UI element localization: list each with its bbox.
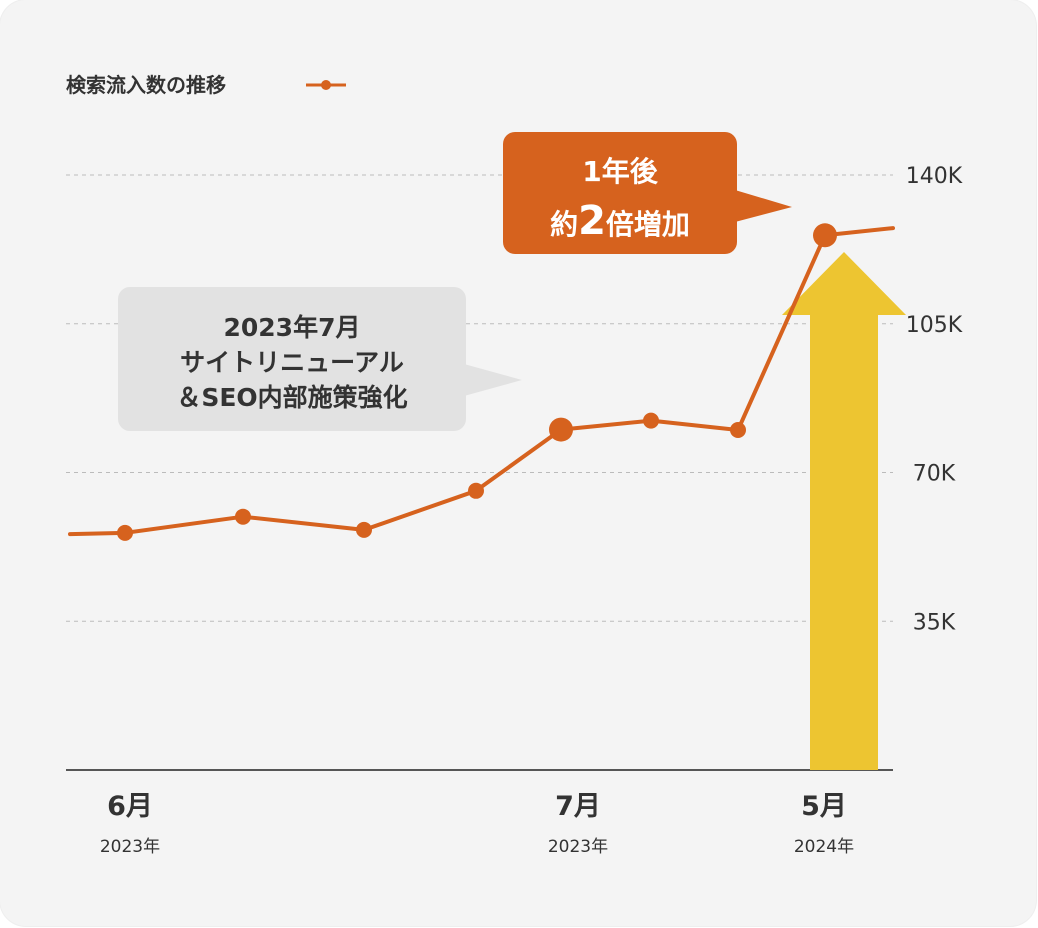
growth-arrow — [782, 252, 906, 770]
growth-callout-number: 2 — [578, 198, 606, 244]
growth-callout-line-1: 1年後 — [582, 155, 658, 188]
x-month-label: 6月 — [107, 791, 153, 822]
data-point — [235, 508, 251, 525]
renewal-note-line-3: ＆SEO内部施策強化 — [176, 383, 407, 412]
x-month-label: 5月 — [801, 791, 847, 822]
renewal-note-line-2: サイトリニューアル — [180, 348, 404, 377]
data-point — [468, 482, 484, 499]
x-year-label: 2023年 — [100, 837, 160, 857]
x-axis-labels: 6月 2023年 7月 2023年 5月 2024年 — [100, 791, 854, 857]
growth-callout-line-2: 約2倍増加 — [550, 198, 690, 244]
y-axis-ticks: 35K 70K 105K 140K — [906, 164, 963, 635]
y-tick-label: 105K — [906, 313, 963, 338]
growth-callout-suffix: 倍増加 — [606, 208, 690, 241]
renewal-note-line-1: 2023年7月 — [224, 313, 361, 342]
renewal-note-pointer — [464, 364, 522, 396]
growth-callout-prefix: 約 — [550, 208, 578, 241]
legend: 検索流入数の推移 — [66, 73, 346, 97]
legend-label: 検索流入数の推移 — [66, 73, 226, 97]
data-point — [813, 223, 837, 248]
y-tick-label: 70K — [913, 462, 956, 487]
y-tick-label: 35K — [913, 610, 956, 635]
renewal-note: 2023年7月 サイトリニューアル ＆SEO内部施策強化 — [118, 287, 522, 431]
data-point — [356, 521, 372, 538]
x-year-label: 2024年 — [794, 837, 854, 857]
series-line — [68, 226, 895, 537]
data-point — [730, 422, 746, 438]
data-points — [117, 223, 837, 541]
data-point — [643, 412, 659, 429]
growth-callout-box — [503, 132, 737, 254]
x-year-label: 2023年 — [548, 837, 608, 857]
y-tick-label: 140K — [906, 164, 963, 189]
data-point — [117, 524, 133, 541]
growth-callout-pointer — [735, 190, 792, 222]
growth-callout: 1年後 約2倍増加 — [503, 132, 792, 254]
renewal-note-box — [118, 287, 466, 431]
x-month-label: 7月 — [555, 791, 601, 822]
data-point — [549, 417, 573, 442]
legend-marker — [321, 80, 331, 90]
